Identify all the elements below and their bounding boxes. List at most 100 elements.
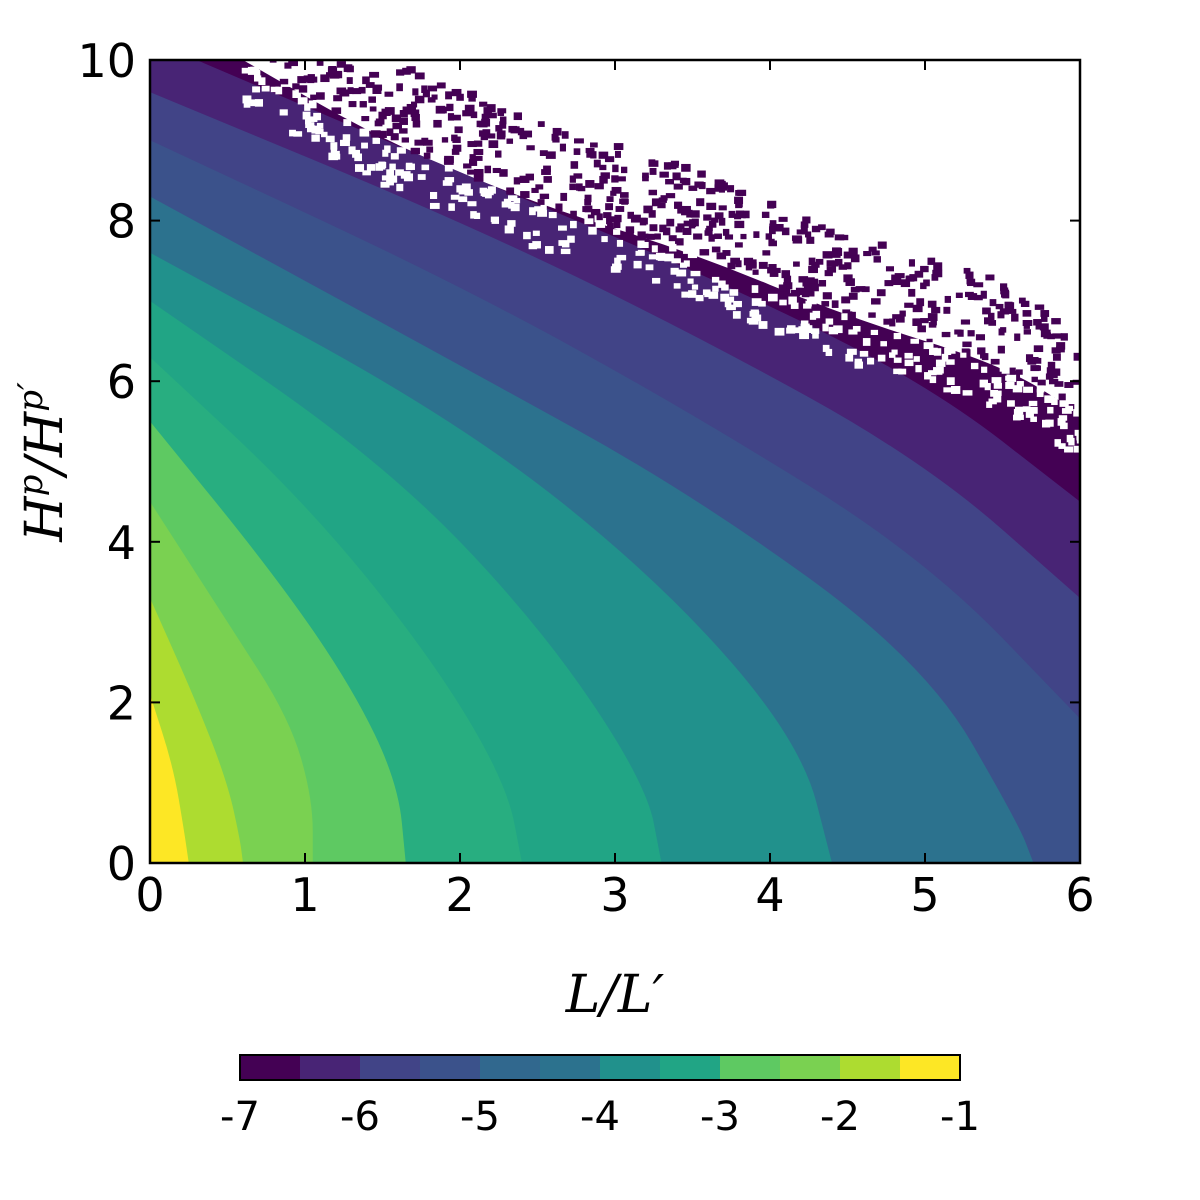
speckle-dark <box>708 220 717 228</box>
speckle-dark <box>358 86 366 94</box>
speckle-white <box>822 344 830 352</box>
speckle-dark <box>663 162 671 170</box>
speckle-white <box>943 387 952 393</box>
speckle-dark <box>767 267 775 274</box>
speckle-dark <box>1007 308 1017 314</box>
colorbar-frame <box>239 1054 961 1081</box>
speckle-white <box>929 376 937 384</box>
speckle-white <box>570 220 577 229</box>
speckle-white <box>833 325 843 334</box>
speckle-dark <box>651 198 661 207</box>
speckle-dark <box>761 211 770 218</box>
speckle-dark <box>369 71 380 78</box>
speckle-dark <box>927 257 936 265</box>
speckle-white <box>993 394 1002 403</box>
speckle-dark <box>1023 321 1030 329</box>
speckle-dark <box>370 130 381 138</box>
speckle-dark <box>488 140 499 149</box>
speckle-dark <box>654 233 661 240</box>
speckle-dark <box>619 192 629 198</box>
speckle-dark <box>665 179 675 185</box>
speckle-dark <box>584 198 592 206</box>
speckle-dark <box>917 325 926 333</box>
speckle-white <box>1047 406 1054 414</box>
speckle-dark <box>927 313 938 321</box>
speckle-dark <box>914 318 922 326</box>
speckle-dark <box>570 210 577 217</box>
speckle-dark <box>475 155 483 161</box>
speckle-white <box>751 298 762 306</box>
speckle-white <box>657 252 665 261</box>
speckle-dark <box>599 164 607 171</box>
speckle-dark <box>473 140 483 147</box>
colorbar-segment <box>900 1055 961 1080</box>
speckle-white <box>711 276 720 283</box>
speckle-dark <box>526 145 535 151</box>
colorbar-segment <box>840 1055 901 1080</box>
speckle-dark <box>594 210 601 216</box>
x-tick-label: 2 <box>445 868 474 922</box>
speckle-dark <box>981 353 989 361</box>
speckle-white <box>1073 445 1080 453</box>
speckle-white <box>1030 416 1037 422</box>
x-tick-label: 0 <box>135 868 164 922</box>
colorbar-segment <box>660 1055 721 1080</box>
speckle-white <box>923 342 934 350</box>
speckle-dark <box>662 227 671 236</box>
speckle-dark <box>574 138 584 144</box>
speckle-dark <box>730 257 740 264</box>
speckle-dark <box>284 62 292 69</box>
speckle-white <box>1044 395 1055 403</box>
speckle-white <box>534 206 545 212</box>
speckle-dark <box>307 75 315 84</box>
speckle-dark <box>659 171 669 178</box>
speckle-dark <box>599 175 608 184</box>
speckle-white <box>461 183 471 191</box>
speckle-white <box>1036 385 1045 393</box>
speckle-dark <box>848 292 858 300</box>
speckle-white <box>242 95 252 104</box>
speckle-white <box>948 346 956 354</box>
speckle-dark <box>822 251 833 259</box>
speckle-dark <box>517 127 525 136</box>
speckle-white <box>898 368 907 375</box>
speckle-dark <box>904 302 914 308</box>
speckle-white <box>669 243 677 252</box>
speckle-white <box>806 299 817 305</box>
speckle-dark <box>611 186 622 194</box>
speckle-white <box>302 111 311 120</box>
speckle-dark <box>348 101 357 108</box>
speckle-dark <box>1000 327 1007 333</box>
speckle-dark <box>841 296 851 304</box>
speckle-white <box>929 347 938 355</box>
speckle-dark <box>612 164 619 173</box>
speckle-dark <box>506 187 515 195</box>
speckle-white <box>927 370 937 376</box>
speckle-dark <box>693 233 703 240</box>
speckle-dark <box>1009 367 1016 375</box>
speckle-dark <box>737 189 747 196</box>
speckle-dark <box>767 202 775 209</box>
speckle-white <box>803 303 812 309</box>
speckle-dark <box>660 195 668 201</box>
speckle-dark <box>347 87 354 95</box>
speckle-white <box>292 90 301 98</box>
speckle-dark <box>365 82 375 88</box>
speckle-dark <box>1041 315 1048 322</box>
speckle-white <box>779 299 787 306</box>
speckle-dark <box>590 151 597 159</box>
speckle-white <box>343 119 352 127</box>
speckle-dark <box>401 137 409 143</box>
speckle-dark <box>555 203 563 212</box>
speckle-dark <box>672 161 679 168</box>
speckle-white <box>712 285 719 292</box>
speckle-dark <box>481 113 490 122</box>
speckle-dark <box>811 225 821 233</box>
speckle-dark <box>378 111 387 120</box>
speckle-dark <box>605 203 614 211</box>
speckle-dark <box>682 227 692 235</box>
speckle-dark <box>649 167 657 175</box>
speckle-white <box>330 142 338 150</box>
speckle-white <box>381 175 392 181</box>
